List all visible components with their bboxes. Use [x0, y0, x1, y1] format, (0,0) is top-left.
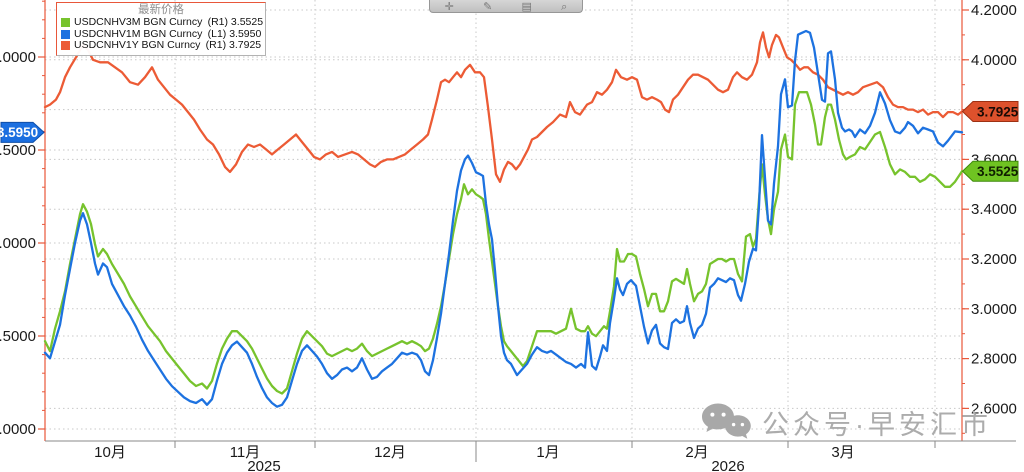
right-axis-label: 3.4000	[971, 201, 1017, 218]
right-axis-label: 3.2000	[971, 251, 1017, 268]
chart-legend[interactable]: 最新价格 USDCNHV3M BGN Curncy (R1) 3.5525 USD…	[56, 2, 266, 56]
x-axis-year-label: 2025	[247, 458, 280, 472]
magnifier-icon[interactable]: ⌕	[561, 1, 568, 13]
left-axis-label: 2.0000	[0, 421, 36, 438]
legend-item[interactable]: USDCNHV1Y BGN Curncy (R1) 3.7925	[61, 39, 262, 52]
watermark-text: 公众号·早安汇市	[762, 409, 992, 440]
price-badge	[961, 160, 1019, 182]
legend-rows: USDCNHV3M BGN Curncy (R1) 3.5525 USDCNHV1…	[61, 16, 264, 52]
left-axis-label: 3.5000	[0, 142, 36, 159]
left-axis-label: 2.5000	[0, 328, 36, 345]
right-axis-label: 4.2000	[971, 2, 1017, 19]
x-axis-month-label: 11月	[230, 444, 261, 461]
legend-item[interactable]: USDCNHV3M BGN Curncy (R1) 3.5525	[61, 16, 264, 29]
series-line-USDCNHV1Y	[43, 31, 964, 183]
right-axis-label: 2.8000	[971, 351, 1017, 368]
legend-swatch	[61, 41, 70, 51]
series-line-USDCNHV1M	[43, 29, 964, 408]
right-axis-label: 3.0000	[971, 301, 1017, 318]
left-axis-label: 3.0000	[0, 235, 36, 252]
pencil-icon[interactable]: ✎	[483, 1, 493, 13]
right-axis-label: 4.0000	[971, 52, 1017, 69]
x-axis-year-label: 2026	[711, 458, 744, 472]
watermark: 公众号·早安汇市	[700, 402, 992, 442]
x-axis-month-label: 1月	[536, 444, 559, 461]
left-axis-label: 4.0000	[0, 49, 36, 66]
x-axis-month-label: 10月	[94, 444, 126, 461]
price-badge-value: 3.5525	[977, 164, 1019, 179]
series-line-USDCNHV3M	[43, 91, 964, 395]
price-badge-value: 3.7925	[977, 104, 1019, 119]
move-icon[interactable]: ✛	[444, 1, 454, 13]
news-icon[interactable]: ▤	[521, 1, 532, 13]
wechat-icon	[702, 403, 751, 439]
right-axis-label: 2.6000	[971, 400, 1017, 417]
legend-item-label: USDCNHV1Y BGN Curncy (R1) 3.7925	[74, 39, 262, 51]
legend-item-label: USDCNHV3M BGN Curncy (R1) 3.5525	[74, 16, 264, 28]
price-badge	[0, 121, 45, 143]
legend-title: 最新价格	[138, 4, 184, 16]
legend-swatch	[61, 18, 70, 28]
legend-swatch	[61, 29, 70, 39]
price-badge-value: 3.5950	[0, 125, 38, 140]
legend-item[interactable]: USDCNHV1M BGN Curncy (L1) 3.5950	[61, 27, 262, 41]
x-axis-month-label: 3月	[831, 444, 854, 461]
legend-item-label: USDCNHV1M BGN Curncy (L1) 3.5950	[74, 27, 262, 40]
x-axis-month-label: 12月	[374, 444, 406, 461]
chart-toolbar[interactable]: ✛ ✎ ▤ ⌕	[429, 0, 583, 13]
x-axis-month-label: 2月	[685, 444, 708, 461]
price-badge	[961, 100, 1019, 122]
